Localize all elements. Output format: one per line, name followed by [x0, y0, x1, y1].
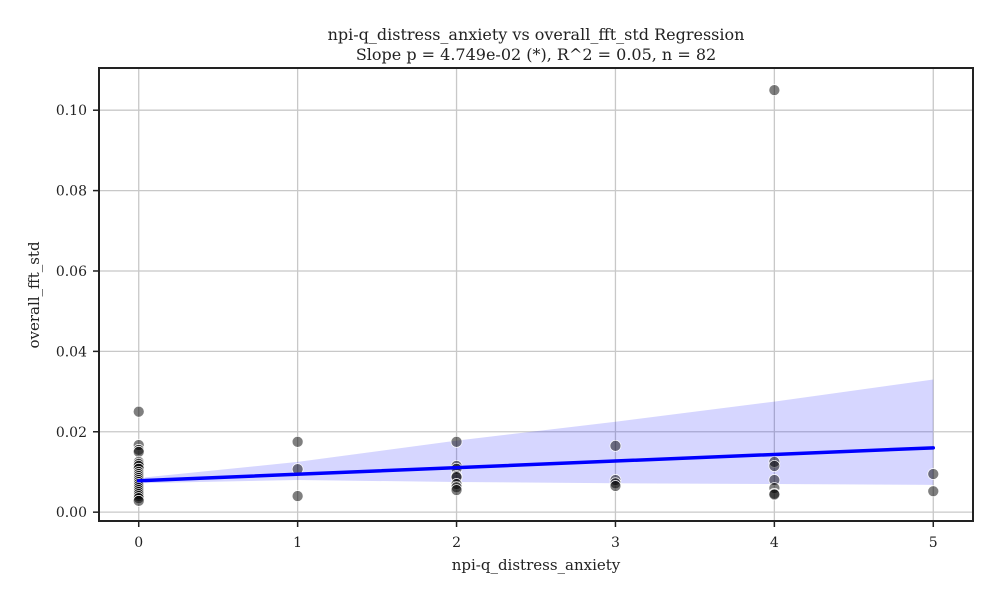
data-point: [927, 468, 940, 480]
grid-lines: [99, 68, 973, 521]
plot-frame: [98, 67, 974, 522]
regression-line: [136, 446, 936, 483]
data-point: [609, 439, 622, 452]
data-point: [450, 484, 463, 496]
x-tick-label: 1: [293, 535, 302, 551]
y-tick-label: 0.08: [56, 184, 87, 200]
data-point: [291, 435, 304, 448]
x-tick-label: 3: [611, 535, 620, 551]
y-axis-label: overall_fft_std: [25, 241, 43, 349]
x-axis-label: npi-q_distress_anxiety: [452, 556, 621, 574]
x-tick-label: 4: [770, 535, 779, 551]
scatter-points: [132, 84, 940, 507]
x-tick-label: 2: [452, 535, 461, 551]
y-tick-label: 0.02: [56, 425, 87, 441]
y-tick-label: 0.10: [56, 103, 87, 119]
confidence-band-group: [138, 379, 934, 485]
y-tick-label: 0.06: [56, 264, 87, 280]
chart-subtitle: Slope p = 4.749e-02 (*), R^2 = 0.05, n =…: [356, 45, 716, 64]
data-point: [768, 460, 781, 472]
y-axis-ticks: 0.00 0.02 0.04 0.06 0.08 0.10: [56, 103, 99, 521]
y-tick-label: 0.00: [56, 505, 87, 521]
confidence-band: [138, 379, 934, 485]
data-point: [768, 488, 781, 501]
x-tick-label: 5: [929, 535, 938, 551]
axes-frame: [98, 67, 974, 522]
data-point: [132, 405, 145, 418]
data-point: [768, 84, 781, 96]
regression-line-group: [136, 446, 936, 483]
y-tick-label: 0.04: [56, 344, 87, 360]
data-point: [291, 490, 304, 502]
chart-title: npi-q_distress_anxiety vs overall_fft_st…: [328, 25, 745, 44]
x-tick-label: 0: [134, 535, 143, 551]
data-point: [132, 446, 145, 458]
x-axis-ticks: 0 1 2 3 4 5: [134, 521, 938, 551]
data-point: [927, 485, 940, 498]
data-point: [132, 495, 145, 507]
data-point: [450, 435, 463, 448]
data-point: [609, 480, 622, 492]
